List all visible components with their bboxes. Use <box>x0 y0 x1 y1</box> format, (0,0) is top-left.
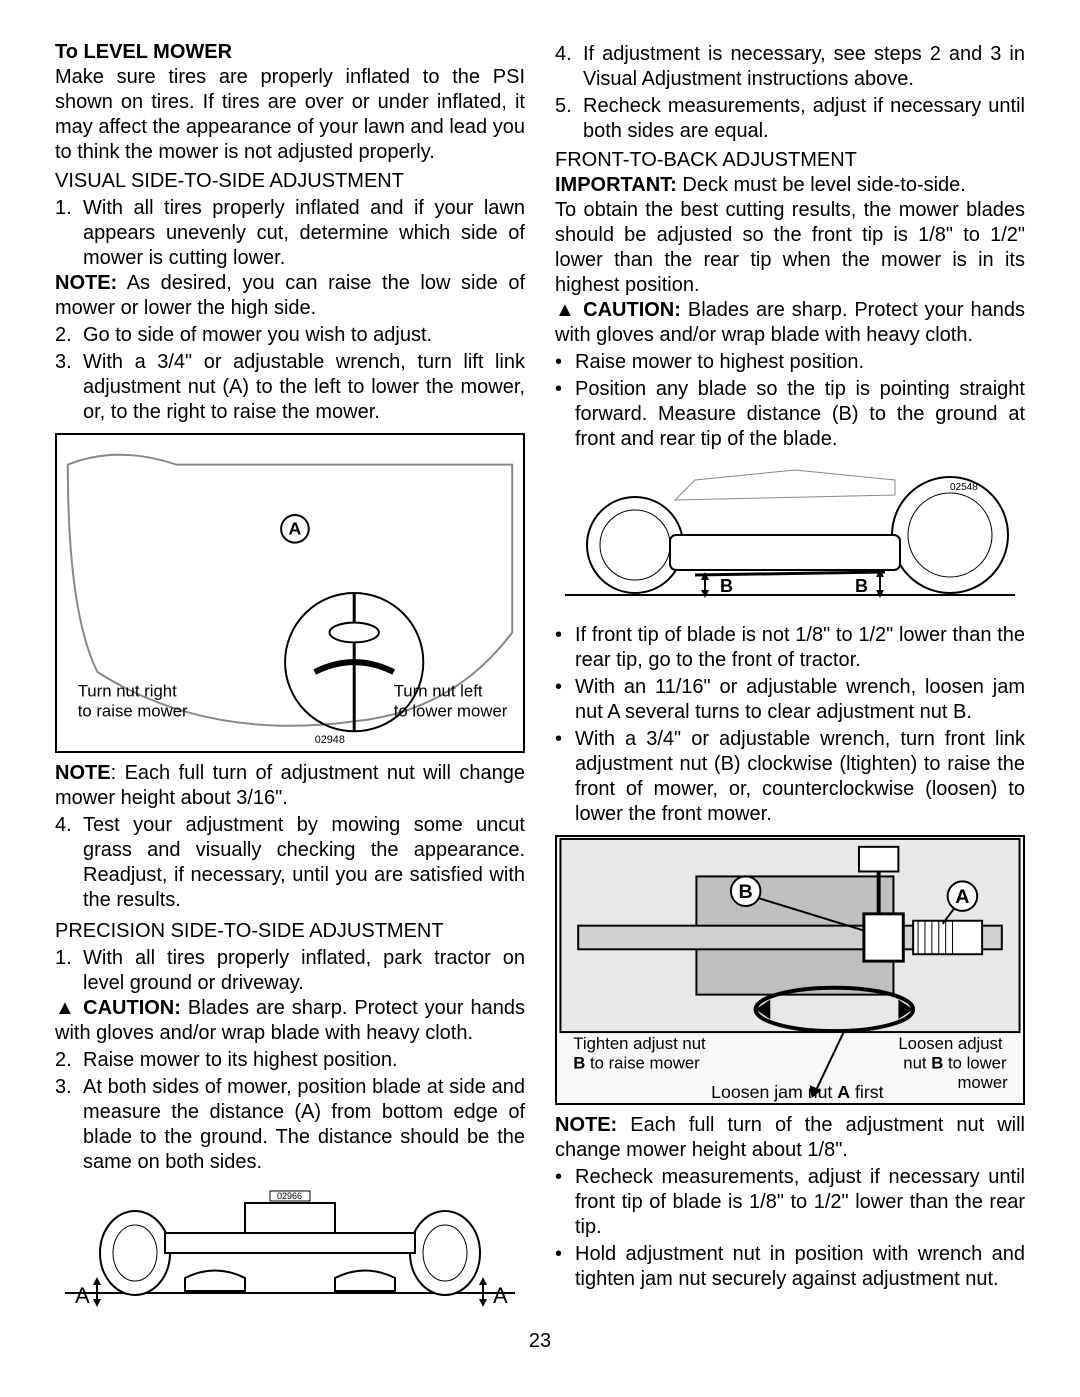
bullet-marker: • <box>555 350 575 375</box>
bullet-marker: • <box>555 1242 575 1292</box>
bullet-text: If front tip of blade is not 1/8" to 1/2… <box>575 623 1025 673</box>
svg-text:Turn nut right: Turn nut right <box>78 682 177 701</box>
precision-item-2: 2. Raise mower to its highest position. <box>55 1048 525 1073</box>
svg-text:Turn nut left: Turn nut left <box>394 682 483 701</box>
svg-text:02948: 02948 <box>315 734 345 746</box>
note-1: NOTE: As desired, you can raise the low … <box>55 271 525 321</box>
list-marker: 1. <box>55 946 83 996</box>
svg-text:A: A <box>289 519 302 539</box>
bullet-marker: • <box>555 727 575 827</box>
important-block: IMPORTANT: Deck must be level side-to-si… <box>555 173 1025 198</box>
svg-text:Loosen adjust: Loosen adjust <box>898 1034 1003 1053</box>
svg-text:A: A <box>955 886 969 908</box>
list-text: With all tires properly inflated, park t… <box>83 946 525 996</box>
front-back-paragraph: To obtain the best cutting results, the … <box>555 198 1025 298</box>
warning-icon: ▲ <box>55 997 76 1019</box>
figure-lift-link: A Turn nut right to raise mower Turn nut… <box>55 433 525 753</box>
right-column: 4. If adjustment is necessary, see steps… <box>555 40 1025 1321</box>
svg-text:to raise mower: to raise mower <box>78 701 188 720</box>
section-precision-title: PRECISION SIDE-TO-SIDE ADJUSTMENT <box>55 919 525 944</box>
svg-text:02548: 02548 <box>950 482 978 493</box>
svg-text:mower: mower <box>957 1073 1008 1092</box>
svg-text:Loosen jam nut A first: Loosen jam nut A first <box>711 1082 883 1102</box>
bullet-marker: • <box>555 1165 575 1240</box>
bullet-marker: • <box>555 377 575 452</box>
svg-text:A: A <box>493 1283 508 1308</box>
bullet-2: • Position any blade so the tip is point… <box>555 377 1025 452</box>
bullet-3: • If front tip of blade is not 1/8" to 1… <box>555 623 1025 673</box>
list-text: At both sides of mower, position blade a… <box>83 1075 525 1175</box>
bullet-7: • Hold adjustment nut in position with w… <box>555 1242 1025 1292</box>
bullet-text: Hold adjustment nut in position with wre… <box>575 1242 1025 1292</box>
bullet-text: Position any blade so the tip is pointin… <box>575 377 1025 452</box>
important-label: IMPORTANT: <box>555 174 677 196</box>
note-text: Each full turn of the adjustment nut wil… <box>555 1114 1025 1161</box>
caution-block-right: ▲ CAUTION: Blades are sharp. Protect you… <box>555 298 1025 348</box>
section-front-back: FRONT-TO-BACK ADJUSTMENT <box>555 148 1025 173</box>
list-item-3: 3. With a 3/4" or adjustable wrench, tur… <box>55 350 525 425</box>
list-marker: 2. <box>55 1048 83 1073</box>
list-marker: 5. <box>555 94 583 144</box>
list-marker: 1. <box>55 196 83 271</box>
important-text: Deck must be level side-to-side. <box>677 174 966 196</box>
warning-icon: ▲ <box>555 299 576 321</box>
right-item-4: 4. If adjustment is necessary, see steps… <box>555 42 1025 92</box>
list-text: With a 3/4" or adjustable wrench, turn l… <box>83 350 525 425</box>
svg-text:nut B to lower: nut B to lower <box>903 1054 1007 1073</box>
figure-side-view: B B 02548 <box>555 460 1025 615</box>
list-item-4: 4. Test your adjustment by mowing some u… <box>55 813 525 913</box>
list-marker: 4. <box>555 42 583 92</box>
right-item-5: 5. Recheck measurements, adjust if neces… <box>555 94 1025 144</box>
main-heading: To LEVEL MOWER <box>55 40 525 65</box>
list-item-1: 1. With all tires properly inflated and … <box>55 196 525 271</box>
bullet-6: • Recheck measurements, adjust if necess… <box>555 1165 1025 1240</box>
left-column: To LEVEL MOWER Make sure tires are prope… <box>55 40 525 1321</box>
note-text: : Each full turn of adjustment nut will … <box>55 762 525 809</box>
bullet-1: • Raise mower to highest position. <box>555 350 1025 375</box>
svg-text:B: B <box>855 576 868 596</box>
list-marker: 3. <box>55 350 83 425</box>
figure-rear-view: 02966 A A <box>55 1183 525 1313</box>
precision-item-3: 3. At both sides of mower, position blad… <box>55 1075 525 1175</box>
note-label: NOTE: <box>55 272 117 294</box>
section-visual-title: VISUAL SIDE-TO-SIDE ADJUSTMENT <box>55 169 525 194</box>
caution-block: ▲ CAUTION: Blades are sharp. Protect you… <box>55 996 525 1046</box>
svg-text:02966: 02966 <box>277 1191 302 1201</box>
list-item-2: 2. Go to side of mower you wish to adjus… <box>55 323 525 348</box>
bullet-text: Raise mower to highest position. <box>575 350 864 375</box>
bullet-4: • With an 11/16" or adjustable wrench, l… <box>555 675 1025 725</box>
note-text: As desired, you can raise the low side o… <box>55 272 525 319</box>
note-label: NOTE: <box>555 1114 617 1136</box>
precision-item-1: 1. With all tires properly inflated, par… <box>55 946 525 996</box>
list-text: With all tires properly inflated and if … <box>83 196 525 271</box>
list-text: Recheck measurements, adjust if necessar… <box>583 94 1025 144</box>
svg-text:to lower mower: to lower mower <box>394 701 508 720</box>
svg-text:B: B <box>739 881 753 903</box>
list-text: Raise mower to its highest position. <box>83 1048 398 1073</box>
list-text: If adjustment is necessary, see steps 2 … <box>583 42 1025 92</box>
caution-label-text: CAUTION: <box>83 997 181 1019</box>
svg-text:A: A <box>75 1283 90 1308</box>
list-text: Test your adjustment by mowing some uncu… <box>83 813 525 913</box>
note-2: NOTE: Each full turn of adjustment nut w… <box>55 761 525 811</box>
bullet-marker: • <box>555 675 575 725</box>
bullet-text: With an 11/16" or adjustable wrench, loo… <box>575 675 1025 725</box>
page-number: 23 <box>55 1329 1025 1354</box>
list-text: Go to side of mower you wish to adjust. <box>83 323 432 348</box>
svg-text:Tighten adjust nut: Tighten adjust nut <box>573 1034 706 1053</box>
caution-label: CAUTION: <box>583 299 681 321</box>
bullet-marker: • <box>555 623 575 673</box>
figure-adjustment-nut: B A Tighten adjust nut B to raise mower … <box>555 835 1025 1105</box>
list-marker: 4. <box>55 813 83 913</box>
list-marker: 3. <box>55 1075 83 1175</box>
note-label: NOTE <box>55 762 111 784</box>
bullet-text: Recheck measurements, adjust if necessar… <box>575 1165 1025 1240</box>
bullet-text: With a 3/4" or adjustable wrench, turn f… <box>575 727 1025 827</box>
bullet-5: • With a 3/4" or adjustable wrench, turn… <box>555 727 1025 827</box>
svg-text:B: B <box>720 576 733 596</box>
list-marker: 2. <box>55 323 83 348</box>
intro-paragraph: Make sure tires are properly inflated to… <box>55 65 525 165</box>
svg-text:B to raise mower: B to raise mower <box>573 1054 700 1073</box>
note-block-right: NOTE: Each full turn of the adjustment n… <box>555 1113 1025 1163</box>
